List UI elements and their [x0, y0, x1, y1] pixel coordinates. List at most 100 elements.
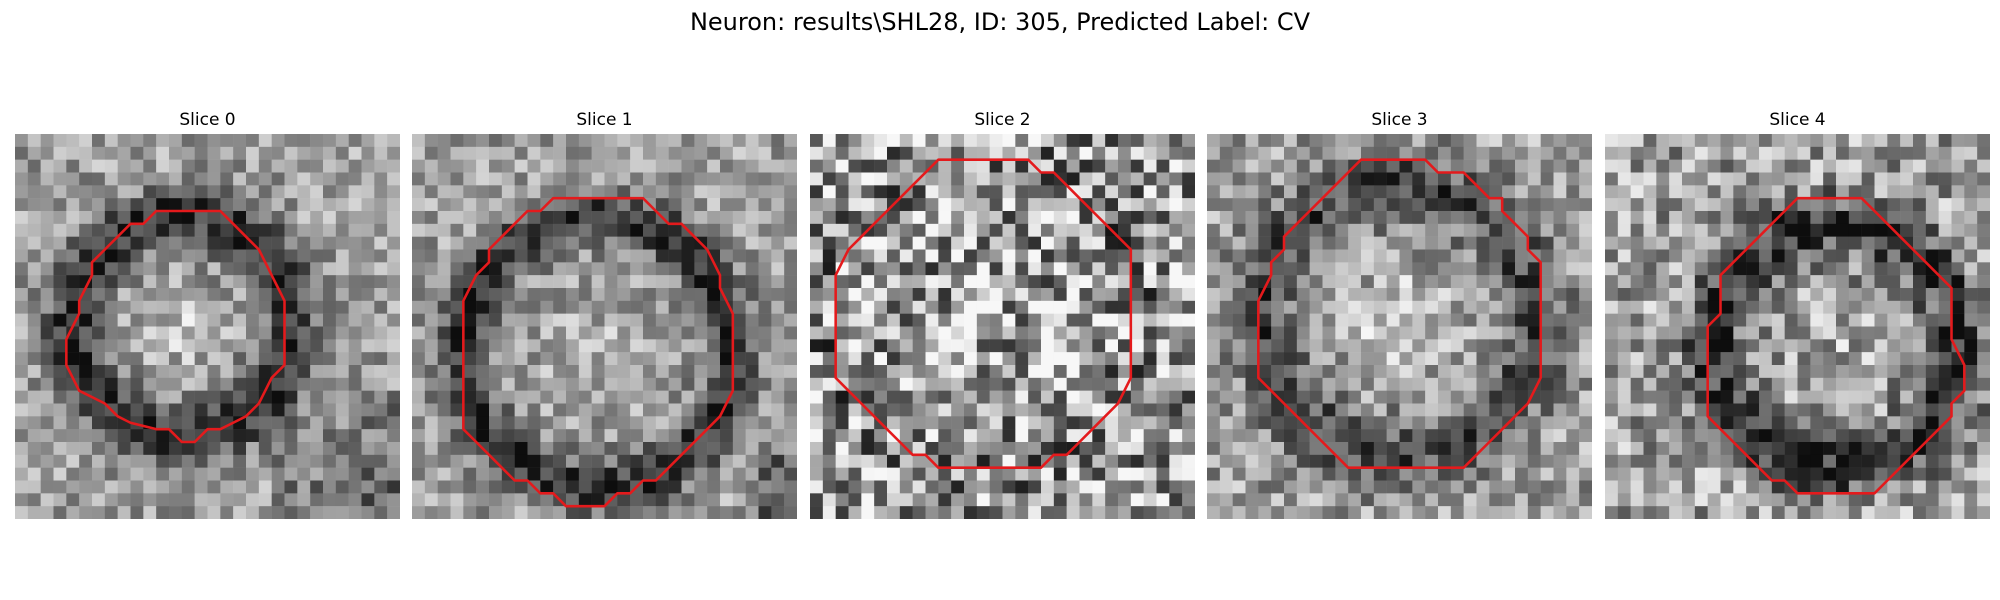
- pixel: [1566, 249, 1580, 263]
- pixel: [887, 313, 901, 327]
- pixel: [887, 134, 901, 148]
- pixel: [476, 429, 490, 443]
- pixel: [1309, 185, 1323, 199]
- pixel: [1951, 211, 1965, 225]
- pixel: [989, 442, 1003, 456]
- pixel: [143, 249, 157, 263]
- pixel: [1874, 185, 1888, 199]
- pixel: [643, 390, 657, 404]
- pixel: [887, 223, 901, 237]
- pixel: [566, 211, 580, 225]
- pixel: [707, 454, 721, 468]
- pixel: [53, 339, 67, 353]
- pixel: [1130, 365, 1144, 379]
- pixel: [1118, 134, 1132, 148]
- pixel: [861, 493, 875, 507]
- pixel: [899, 390, 913, 404]
- pixel: [925, 185, 939, 199]
- pixel: [1848, 300, 1862, 314]
- pixel: [117, 300, 131, 314]
- pixel: [387, 467, 400, 481]
- pixel: [92, 390, 106, 404]
- pixel: [1605, 442, 1619, 456]
- pixel: [258, 506, 272, 519]
- pixel: [1977, 416, 1990, 430]
- pixel: [1874, 454, 1888, 468]
- pixel: [1707, 288, 1721, 302]
- pixel: [1450, 377, 1464, 391]
- pixel: [1527, 262, 1541, 276]
- pixel: [1707, 429, 1721, 443]
- pixel: [1079, 172, 1093, 186]
- pixel: [1169, 146, 1183, 160]
- pixel: [835, 365, 849, 379]
- pixel: [630, 377, 644, 391]
- pixel: [79, 159, 93, 173]
- pixel: [1028, 365, 1042, 379]
- pixel: [1797, 223, 1811, 237]
- pixel: [887, 185, 901, 199]
- pixel: [668, 352, 682, 366]
- pixel: [822, 454, 836, 468]
- pixel: [732, 159, 746, 173]
- pixel: [1707, 365, 1721, 379]
- pixel: [784, 198, 797, 212]
- pixel: [1143, 313, 1157, 327]
- pixel: [989, 146, 1003, 160]
- pixel: [66, 365, 80, 379]
- pixel: [1515, 352, 1529, 366]
- pixel: [284, 326, 298, 340]
- pixel: [450, 134, 464, 148]
- pixel: [668, 300, 682, 314]
- pixel: [271, 467, 285, 481]
- pixel: [1759, 377, 1773, 391]
- pixel: [437, 159, 451, 173]
- pixel: [951, 365, 965, 379]
- pixel: [1028, 146, 1042, 160]
- pixel: [1156, 172, 1170, 186]
- pixel: [1335, 377, 1349, 391]
- pixel: [874, 390, 888, 404]
- pixel: [1348, 211, 1362, 225]
- pixel: [297, 172, 311, 186]
- pixel: [1002, 198, 1016, 212]
- pixel: [1540, 339, 1554, 353]
- pixel: [540, 365, 554, 379]
- pixel: [489, 416, 503, 430]
- pixel: [284, 313, 298, 327]
- pixel: [258, 211, 272, 225]
- pixel: [335, 262, 349, 276]
- pixel: [66, 454, 80, 468]
- pixel: [323, 467, 337, 481]
- pixel: [207, 429, 221, 443]
- pixel: [1643, 390, 1657, 404]
- pixel: [899, 352, 913, 366]
- pixel: [156, 172, 170, 186]
- pixel: [1669, 365, 1683, 379]
- pixel: [489, 211, 503, 225]
- pixel: [374, 236, 388, 250]
- pixel: [938, 300, 952, 314]
- pixel: [1964, 467, 1978, 481]
- pixel: [887, 454, 901, 468]
- pixel: [181, 211, 195, 225]
- pixel: [1041, 146, 1055, 160]
- pixel: [220, 185, 234, 199]
- pixel: [1028, 236, 1042, 250]
- pixel: [1848, 172, 1862, 186]
- pixel: [143, 313, 157, 327]
- pixel: [1759, 262, 1773, 276]
- pixel: [117, 416, 131, 430]
- pixel: [976, 223, 990, 237]
- pixel: [1156, 185, 1170, 199]
- pixel: [1540, 416, 1554, 430]
- pixel: [1540, 300, 1554, 314]
- pixel: [591, 211, 605, 225]
- pixel: [1489, 454, 1503, 468]
- pixel: [501, 416, 515, 430]
- pixel: [976, 275, 990, 289]
- pixel: [335, 275, 349, 289]
- pixel: [1450, 365, 1464, 379]
- pixel: [1118, 416, 1132, 430]
- pixel: [284, 390, 298, 404]
